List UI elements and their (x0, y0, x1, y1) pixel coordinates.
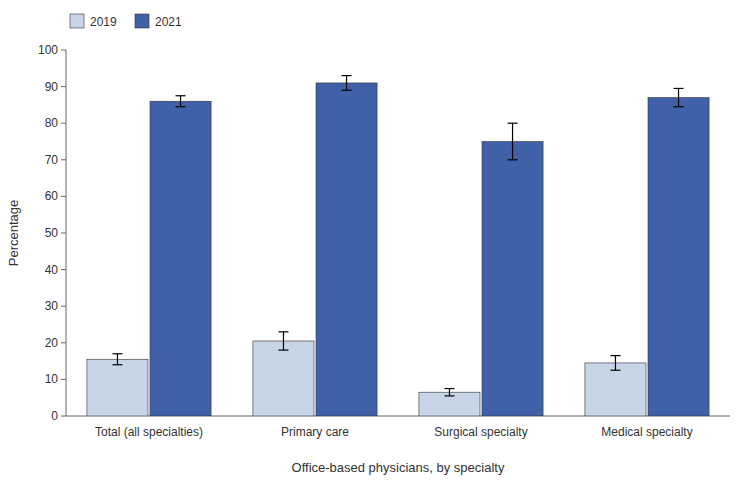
error-bar-cap (112, 364, 122, 365)
x-axis-label: Office-based physicians, by specialty (292, 460, 505, 475)
y-tick (61, 416, 66, 417)
error-bar (444, 389, 454, 396)
y-tick-label: 30 (45, 299, 59, 313)
error-bar-cap (176, 95, 186, 96)
error-bar-stem (449, 389, 450, 396)
y-tick-label: 10 (45, 372, 59, 386)
legend-item: 2019 (70, 14, 117, 29)
legend-label: 2019 (90, 15, 117, 29)
error-bar-stem (678, 88, 679, 106)
y-tick-label: 50 (45, 226, 59, 240)
bar (87, 359, 148, 416)
x-tick-label: Total (all specialties) (95, 425, 203, 439)
x-tick-label: Primary care (281, 425, 349, 439)
legend-swatch (70, 14, 84, 28)
y-tick (61, 269, 66, 270)
error-bar-stem (615, 356, 616, 371)
y-tick-label: 90 (45, 80, 59, 94)
x-axis: Total (all specialties) Primary care Surgi… (66, 416, 730, 439)
error-bar-cap (342, 75, 352, 76)
y-tick (61, 342, 66, 343)
error-bar (112, 354, 122, 365)
y-tick (61, 86, 66, 87)
error-bar-cap (444, 395, 454, 396)
error-bar-cap (508, 159, 518, 160)
y-tick (61, 306, 66, 307)
y-tick-label: 80 (45, 116, 59, 130)
legend-swatch (135, 14, 149, 28)
legend-label: 2021 (155, 15, 182, 29)
error-bar-cap (508, 123, 518, 124)
y-tick-label: 60 (45, 189, 59, 203)
legend-item: 2021 (135, 14, 182, 29)
y-tick-label: 100 (38, 43, 58, 57)
error-bar-stem (180, 96, 181, 107)
y-tick (61, 233, 66, 234)
x-tick-label: Medical specialty (601, 425, 692, 439)
error-bar-stem (512, 123, 513, 160)
plot-area (87, 76, 709, 416)
y-tick (61, 379, 66, 380)
error-bar-stem (117, 354, 118, 365)
error-bar-cap (176, 106, 186, 107)
bar (482, 142, 543, 417)
y-tick-label: 0 (51, 409, 58, 423)
error-bar-cap (674, 106, 684, 107)
y-tick (61, 196, 66, 197)
error-bar (508, 123, 518, 160)
error-bar-cap (342, 90, 352, 91)
y-axis-label: Percentage (6, 200, 21, 267)
bar (419, 392, 480, 416)
y-tick (61, 123, 66, 124)
error-bar (674, 88, 684, 106)
series (150, 76, 709, 416)
bar (253, 341, 314, 416)
error-bar-cap (610, 355, 620, 356)
error-bar-stem (346, 76, 347, 91)
y-tick-label: 20 (45, 336, 59, 350)
bar (648, 98, 709, 416)
chart-svg: 0 10 20 30 40 50 60 70 80 90 100 Percentage Total (a… (0, 0, 750, 488)
error-bar-cap (444, 388, 454, 389)
error-bar-stem (283, 332, 284, 350)
error-bar-cap (674, 88, 684, 89)
error-bar (342, 76, 352, 91)
error-bar-cap (278, 350, 288, 351)
error-bar (610, 356, 620, 371)
y-tick (61, 50, 66, 51)
bar (150, 101, 211, 416)
error-bar (176, 96, 186, 107)
x-tick-label: Surgical specialty (434, 425, 527, 439)
y-tick (61, 159, 66, 160)
y-tick-label: 70 (45, 153, 59, 167)
bar (316, 83, 377, 416)
y-axis: 0 10 20 30 40 50 60 70 80 90 100 (38, 43, 66, 423)
error-bar-cap (112, 353, 122, 354)
error-bar-cap (610, 370, 620, 371)
y-tick-label: 40 (45, 263, 59, 277)
error-bar (278, 332, 288, 350)
legend: 2019 2021 (70, 14, 182, 29)
error-bar-cap (278, 331, 288, 332)
bar (585, 363, 646, 416)
chart-container: 0 10 20 30 40 50 60 70 80 90 100 Percentage Total (a… (0, 0, 750, 488)
